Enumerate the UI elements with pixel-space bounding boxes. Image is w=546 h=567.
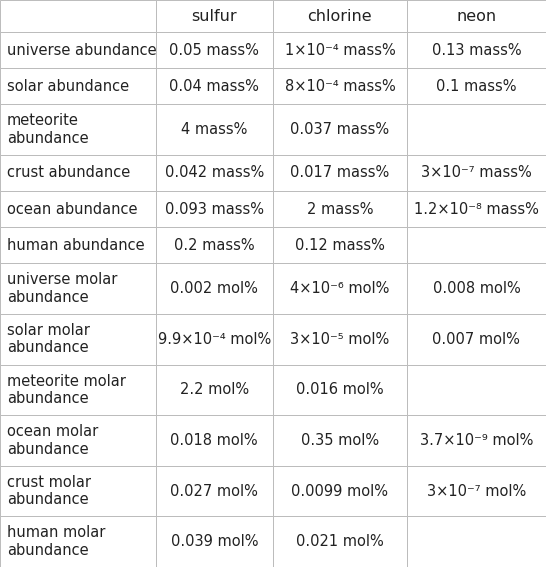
Text: 3×10⁻⁵ mol%: 3×10⁻⁵ mol%: [290, 332, 389, 347]
Bar: [0, 365, 156, 415]
Text: 1×10⁻⁴ mass%: 1×10⁻⁴ mass%: [284, 43, 395, 58]
Text: solar molar
abundance: solar molar abundance: [7, 323, 90, 356]
Text: neon: neon: [456, 9, 496, 23]
Bar: [273, 466, 407, 517]
Text: 1.2×10⁻⁸ mass%: 1.2×10⁻⁸ mass%: [414, 202, 539, 217]
Bar: [407, 227, 546, 263]
Bar: [156, 365, 273, 415]
Text: crust abundance: crust abundance: [7, 166, 130, 180]
Bar: [407, 415, 546, 466]
Bar: [0, 314, 156, 365]
Text: 0.042 mass%: 0.042 mass%: [165, 166, 264, 180]
Bar: [407, 32, 546, 68]
Bar: [407, 0, 546, 32]
Bar: [156, 466, 273, 517]
Bar: [407, 314, 546, 365]
Bar: [273, 68, 407, 104]
Bar: [407, 155, 546, 191]
Bar: [407, 191, 546, 227]
Text: chlorine: chlorine: [307, 9, 372, 23]
Text: universe molar
abundance: universe molar abundance: [7, 273, 117, 305]
Text: meteorite molar
abundance: meteorite molar abundance: [7, 374, 126, 406]
Text: 4 mass%: 4 mass%: [181, 122, 247, 137]
Text: 0.007 mol%: 0.007 mol%: [432, 332, 520, 347]
Bar: [273, 415, 407, 466]
Bar: [273, 191, 407, 227]
Bar: [0, 227, 156, 263]
Text: 0.093 mass%: 0.093 mass%: [165, 202, 264, 217]
Bar: [407, 466, 546, 517]
Bar: [0, 68, 156, 104]
Text: 0.12 mass%: 0.12 mass%: [295, 238, 385, 253]
Bar: [273, 0, 407, 32]
Text: 8×10⁻⁴ mass%: 8×10⁻⁴ mass%: [284, 79, 395, 94]
Text: 0.016 mol%: 0.016 mol%: [296, 382, 384, 397]
Bar: [273, 314, 407, 365]
Text: human abundance: human abundance: [7, 238, 145, 253]
Bar: [407, 365, 546, 415]
Bar: [273, 517, 407, 567]
Text: 0.021 mol%: 0.021 mol%: [296, 534, 384, 549]
Bar: [273, 227, 407, 263]
Text: 2 mass%: 2 mass%: [307, 202, 373, 217]
Bar: [407, 517, 546, 567]
Text: 3×10⁻⁷ mass%: 3×10⁻⁷ mass%: [421, 166, 532, 180]
Bar: [407, 68, 546, 104]
Bar: [156, 104, 273, 155]
Bar: [0, 155, 156, 191]
Text: 4×10⁻⁶ mol%: 4×10⁻⁶ mol%: [290, 281, 390, 296]
Text: ocean abundance: ocean abundance: [7, 202, 138, 217]
Text: universe abundance: universe abundance: [7, 43, 157, 58]
Text: 0.35 mol%: 0.35 mol%: [301, 433, 379, 448]
Bar: [407, 104, 546, 155]
Text: 2.2 mol%: 2.2 mol%: [180, 382, 249, 397]
Text: 0.13 mass%: 0.13 mass%: [431, 43, 521, 58]
Bar: [0, 263, 156, 314]
Text: 0.018 mol%: 0.018 mol%: [170, 433, 258, 448]
Bar: [0, 104, 156, 155]
Text: 0.0099 mol%: 0.0099 mol%: [292, 484, 388, 498]
Text: 0.05 mass%: 0.05 mass%: [169, 43, 259, 58]
Text: 3×10⁻⁷ mol%: 3×10⁻⁷ mol%: [427, 484, 526, 498]
Bar: [156, 263, 273, 314]
Bar: [273, 263, 407, 314]
Text: meteorite
abundance: meteorite abundance: [7, 113, 88, 146]
Bar: [407, 263, 546, 314]
Bar: [0, 415, 156, 466]
Text: 0.04 mass%: 0.04 mass%: [169, 79, 259, 94]
Bar: [156, 227, 273, 263]
Text: 0.027 mol%: 0.027 mol%: [170, 484, 258, 498]
Text: crust molar
abundance: crust molar abundance: [7, 475, 91, 507]
Text: 0.037 mass%: 0.037 mass%: [290, 122, 389, 137]
Bar: [0, 191, 156, 227]
Text: 3.7×10⁻⁹ mol%: 3.7×10⁻⁹ mol%: [420, 433, 533, 448]
Bar: [156, 191, 273, 227]
Bar: [156, 415, 273, 466]
Text: solar abundance: solar abundance: [7, 79, 129, 94]
Text: ocean molar
abundance: ocean molar abundance: [7, 424, 98, 456]
Bar: [156, 0, 273, 32]
Bar: [0, 517, 156, 567]
Bar: [273, 32, 407, 68]
Text: 0.008 mol%: 0.008 mol%: [432, 281, 520, 296]
Bar: [156, 68, 273, 104]
Text: 9.9×10⁻⁴ mol%: 9.9×10⁻⁴ mol%: [158, 332, 271, 347]
Text: 0.1 mass%: 0.1 mass%: [436, 79, 517, 94]
Bar: [0, 466, 156, 517]
Text: 0.017 mass%: 0.017 mass%: [290, 166, 389, 180]
Bar: [156, 314, 273, 365]
Text: 0.039 mol%: 0.039 mol%: [170, 534, 258, 549]
Text: 0.002 mol%: 0.002 mol%: [170, 281, 258, 296]
Bar: [156, 517, 273, 567]
Bar: [0, 32, 156, 68]
Bar: [0, 0, 156, 32]
Text: 0.2 mass%: 0.2 mass%: [174, 238, 254, 253]
Bar: [273, 155, 407, 191]
Bar: [273, 365, 407, 415]
Bar: [156, 32, 273, 68]
Bar: [156, 155, 273, 191]
Bar: [273, 104, 407, 155]
Text: sulfur: sulfur: [192, 9, 237, 23]
Text: human molar
abundance: human molar abundance: [7, 526, 105, 558]
